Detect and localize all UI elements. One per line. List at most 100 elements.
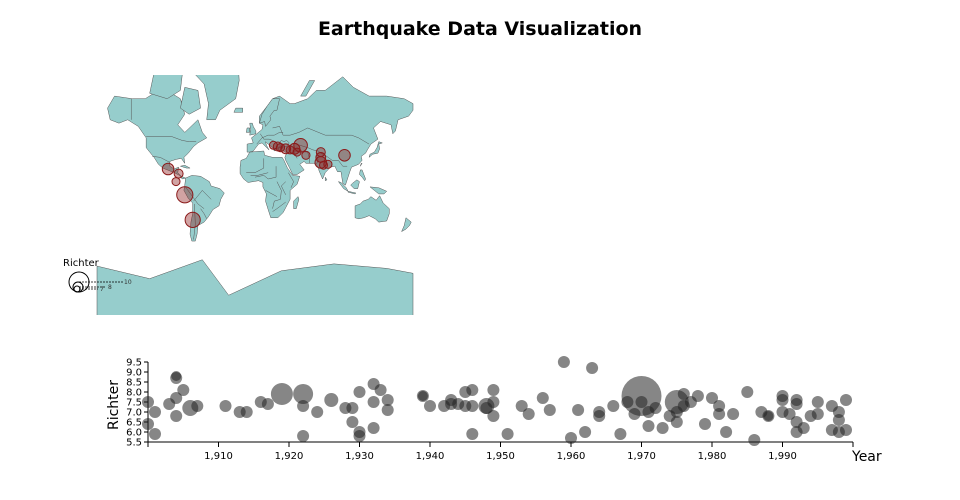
y-tick-label: 6.0 — [126, 428, 142, 439]
border-line — [316, 154, 319, 165]
scatter-point — [727, 408, 740, 420]
scatter-point — [297, 430, 310, 442]
x-tick-label: 1,980 — [698, 451, 727, 462]
chart-title: Earthquake Data Visualization — [317, 18, 643, 40]
arctic-islands-1-land — [149, 75, 183, 99]
scatter-point — [797, 422, 810, 434]
y-tick-label: 7.0 — [126, 408, 142, 419]
scatter-point — [635, 396, 648, 408]
scatter-point — [515, 400, 528, 412]
y-tick-label: 8.5 — [126, 378, 142, 389]
greenland-land — [195, 75, 240, 121]
scatter-point — [811, 408, 824, 420]
border-line — [288, 172, 294, 188]
border-line — [193, 190, 212, 202]
scatter-points — [142, 356, 852, 446]
quake-marker — [173, 168, 184, 179]
quake-markers — [161, 138, 351, 228]
indonesia-sumatra-land — [337, 181, 349, 192]
scatter-point — [565, 432, 577, 444]
scatter-point — [607, 400, 620, 412]
scatter-point — [790, 398, 803, 410]
scatter-point — [741, 386, 754, 398]
border-line — [184, 185, 205, 209]
quake-marker — [338, 149, 351, 162]
africa-land — [239, 150, 301, 219]
x-axis: 1,910 1,920 1,930 1,940 1,950 1,960 1,970 1,980… — [147, 441, 854, 462]
australia-land — [354, 195, 390, 223]
sri-lanka-land — [324, 176, 328, 182]
legend-title: Richter — [63, 258, 100, 269]
scatter-point — [699, 418, 711, 430]
y-tick-label: 7.5 — [126, 398, 142, 409]
cuba-land — [179, 164, 191, 169]
scatter-point — [219, 400, 232, 412]
x-tick-label: 1,910 — [204, 451, 233, 462]
scatter-point — [579, 426, 592, 438]
border-line — [250, 172, 269, 176]
scatter-point — [417, 391, 428, 401]
quake-marker — [293, 138, 308, 153]
scatter-point — [536, 392, 549, 404]
scatter-point — [720, 426, 733, 438]
europe-asia-land — [246, 76, 414, 186]
scatter-point — [381, 404, 394, 416]
border-line — [296, 143, 348, 167]
scatter-point — [487, 410, 500, 422]
x-axis-label: Year — [851, 449, 882, 465]
scatter-point — [191, 400, 204, 412]
quake-marker — [184, 211, 201, 228]
legend-label-10: 10 — [124, 279, 132, 286]
ireland-land — [245, 127, 250, 133]
scatter-point — [783, 408, 796, 420]
border-line — [272, 181, 282, 209]
y-tick-label: 9.0 — [126, 368, 142, 379]
new-zealand-land — [401, 217, 412, 233]
scatter-point — [656, 422, 669, 434]
y-tick-label: 8.0 — [126, 388, 142, 399]
scatter-point — [142, 396, 154, 408]
x-tick-label: 1,930 — [345, 451, 374, 462]
quake-marker — [171, 177, 181, 187]
border-line — [256, 132, 284, 145]
legend-label-7: 7 — [100, 286, 104, 293]
scatter-point — [311, 406, 324, 418]
richter-legend: Richter 10 8 7 — [63, 258, 132, 293]
scatter-point — [706, 392, 718, 404]
scatter-point — [466, 384, 479, 396]
country-borders — [130, 98, 370, 240]
scatter-point — [170, 392, 183, 404]
scatter-point — [776, 394, 789, 406]
taiwan-land — [360, 163, 363, 167]
scatter-point — [572, 404, 585, 416]
scatter-point — [466, 428, 479, 440]
indonesia-borneo-land — [350, 179, 360, 189]
y-tick-label: 6.5 — [126, 418, 142, 429]
border-line — [246, 158, 265, 173]
scatter-point — [171, 371, 182, 381]
iceland-land — [233, 107, 243, 113]
scatter-point — [367, 422, 380, 434]
antarctica-land — [96, 259, 414, 315]
scatter-point — [763, 411, 774, 421]
scatter-point — [614, 428, 627, 440]
scatter-point — [346, 416, 359, 428]
scatter-point — [713, 408, 726, 420]
scatter-point — [840, 424, 852, 436]
border-line — [272, 126, 370, 145]
uk-land — [249, 122, 257, 136]
scatter-point — [177, 384, 190, 396]
legend-label-8: 8 — [108, 284, 112, 291]
scatter-point — [270, 383, 293, 405]
x-tick-label: 1,970 — [627, 451, 656, 462]
scatter-point — [424, 400, 436, 412]
border-line — [254, 166, 277, 180]
scatter-point — [149, 406, 161, 418]
scatter-point — [557, 356, 570, 368]
x-tick-label: 1,990 — [768, 451, 797, 462]
quake-marker — [323, 159, 333, 169]
scatter-point — [353, 386, 366, 398]
quake-marker — [161, 162, 175, 176]
scatter-point — [170, 410, 183, 422]
scatter-point — [149, 428, 161, 440]
